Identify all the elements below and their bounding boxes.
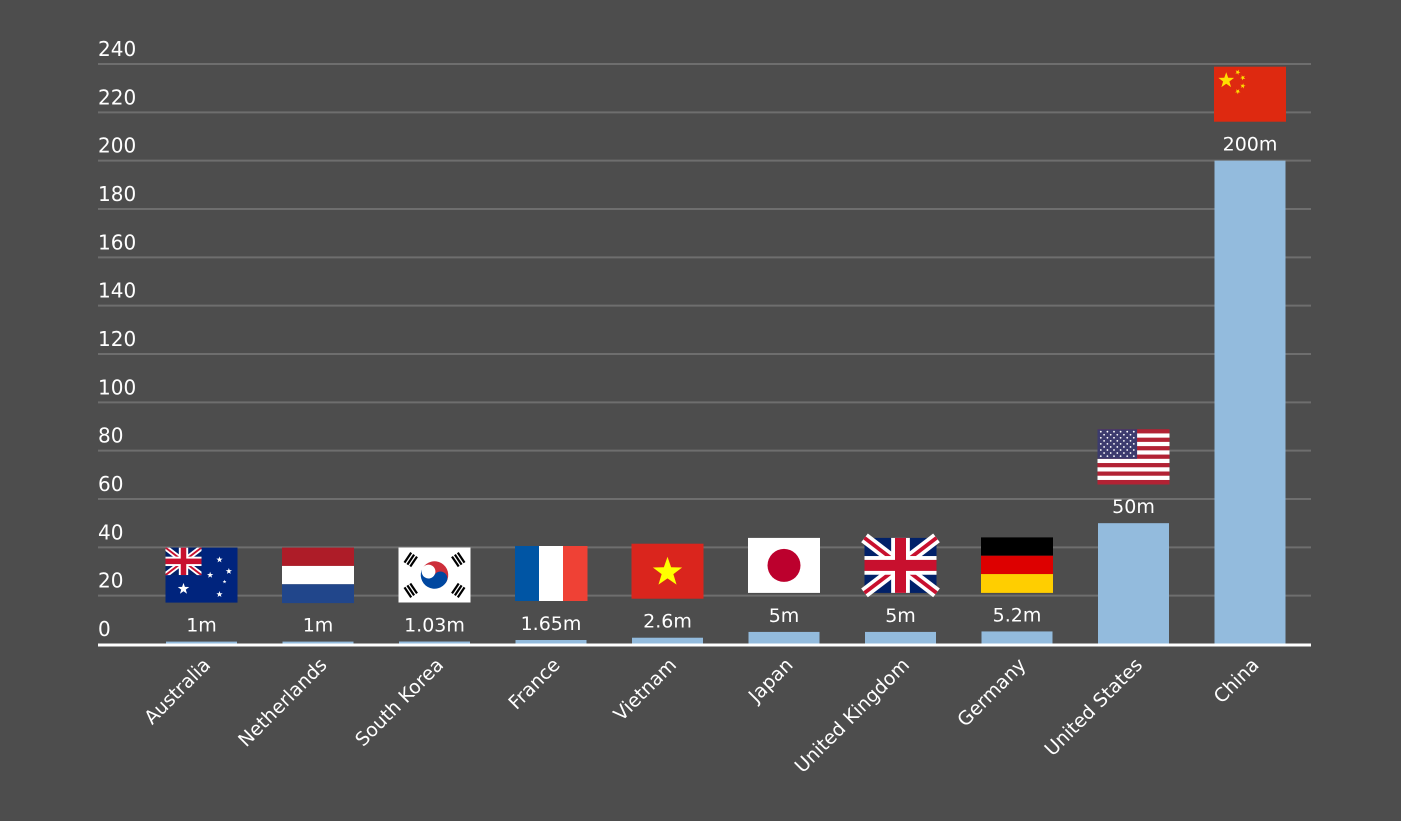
bar xyxy=(1098,523,1169,644)
data-labels: 1m 1m 1.03m 1.65m 2.6m 5m 5m 5.2m 50m 200m xyxy=(186,134,1277,637)
bar xyxy=(399,641,470,644)
x-tick-label: South Korea xyxy=(351,654,448,751)
bars xyxy=(166,160,1286,644)
germany-flag-icon xyxy=(981,537,1053,593)
x-tick-label: Netherlands xyxy=(234,654,331,751)
y-tick-label: 60 xyxy=(98,472,123,496)
x-tick-label: Japan xyxy=(744,654,798,708)
x-tick-label: France xyxy=(504,654,564,714)
y-tick-label: 0 xyxy=(98,617,111,641)
bar xyxy=(282,641,354,644)
data-label: 2.6m xyxy=(643,611,692,633)
data-label: 1m xyxy=(186,615,217,637)
united-kingdom-flag-icon xyxy=(861,533,940,598)
flag-icons xyxy=(165,66,1286,604)
vietnam-flag-icon xyxy=(631,543,704,599)
united-states-flag-icon xyxy=(1097,429,1170,485)
x-tick-label: United States xyxy=(1040,654,1147,761)
bar xyxy=(748,631,820,644)
data-label: 1.03m xyxy=(404,615,465,637)
netherlands-flag-icon xyxy=(282,547,354,604)
y-tick-label: 80 xyxy=(98,424,123,448)
south-korea-flag-icon xyxy=(398,547,471,603)
data-label: 50m xyxy=(1112,496,1155,518)
y-tick-label: 180 xyxy=(98,182,136,206)
bar xyxy=(515,640,587,644)
y-tick-label: 240 xyxy=(98,37,136,61)
x-tick-label: Vietnam xyxy=(609,654,681,726)
gridlines xyxy=(98,63,1311,597)
data-label: 1.65m xyxy=(521,613,582,635)
y-tick-label: 100 xyxy=(98,375,136,399)
bar xyxy=(1214,160,1286,644)
japan-flag-icon xyxy=(748,537,820,593)
china-flag-icon xyxy=(1214,66,1286,122)
x-axis-labels: Australia Netherlands South Korea France Vie… xyxy=(140,654,1263,777)
bar xyxy=(632,637,703,644)
x-tick-label: China xyxy=(1210,654,1264,708)
y-tick-label: 220 xyxy=(98,85,136,109)
x-tick-label: Germany xyxy=(953,654,1030,731)
france-flag-icon xyxy=(515,546,588,601)
data-label: 5m xyxy=(769,605,800,627)
australia-flag-icon xyxy=(165,547,238,603)
y-tick-label: 20 xyxy=(98,569,123,593)
data-label: 5m xyxy=(885,605,916,627)
y-axis-ticks: 0 20 40 60 80 100 120 140 160 180 200 220 240 xyxy=(98,37,136,641)
y-tick-label: 160 xyxy=(98,230,136,254)
data-label: 200m xyxy=(1223,134,1278,156)
y-tick-label: 40 xyxy=(98,520,123,544)
y-tick-label: 120 xyxy=(98,327,136,351)
x-tick-label: Australia xyxy=(140,654,215,729)
y-tick-label: 200 xyxy=(98,134,136,158)
y-tick-label: 140 xyxy=(98,279,136,303)
data-label: 1m xyxy=(303,615,334,637)
x-tick-label: United Kingdom xyxy=(791,654,914,777)
data-label: 5.2m xyxy=(993,604,1042,626)
bar xyxy=(981,631,1053,644)
bar xyxy=(865,631,936,644)
bar xyxy=(166,641,237,644)
